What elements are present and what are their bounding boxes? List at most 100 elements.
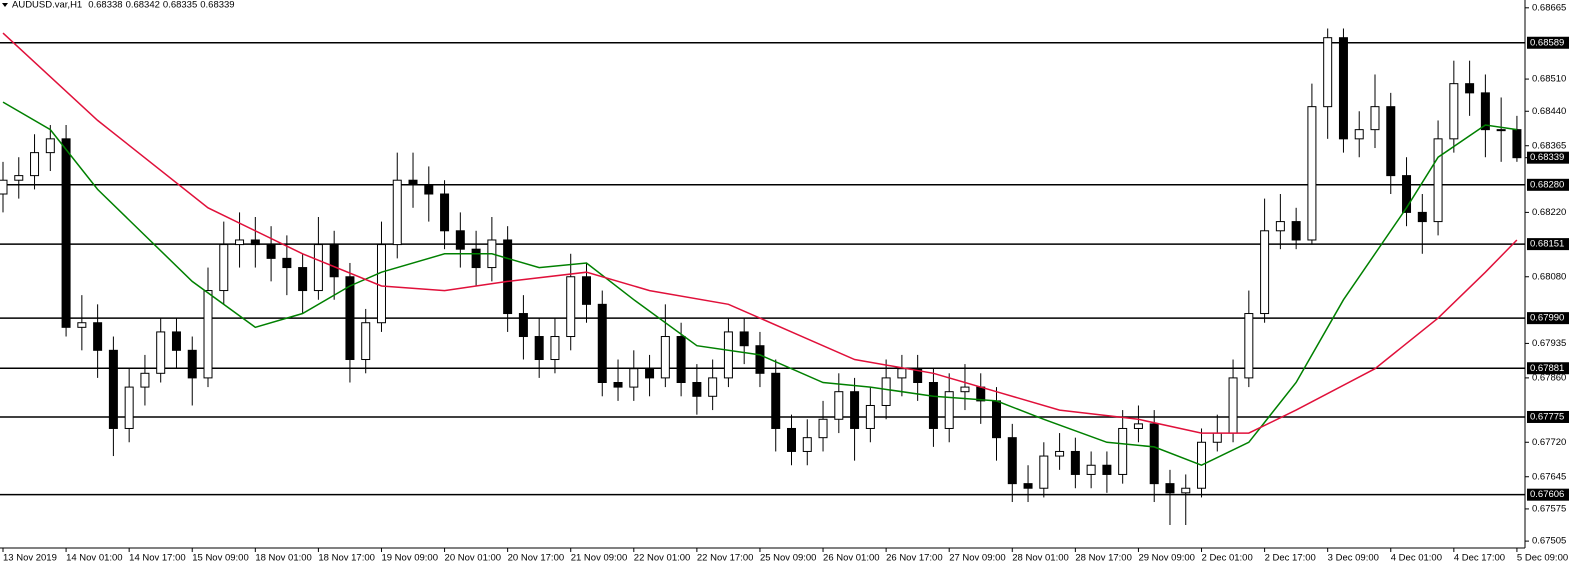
candle-body <box>93 322 103 351</box>
x-tick-label: 5 Dec 09:00 <box>1517 553 1568 564</box>
candle-body <box>250 239 260 246</box>
candle-body <box>1055 450 1065 457</box>
candle-body <box>692 381 702 397</box>
candle-body <box>1370 106 1380 131</box>
candle-body <box>1433 138 1443 223</box>
candle-body <box>424 184 434 195</box>
candle-body <box>834 391 844 420</box>
candle-body <box>960 386 970 393</box>
candle-body <box>298 267 308 292</box>
candle-body <box>0 179 8 195</box>
x-tick-label: 4 Dec 01:00 <box>1391 553 1442 564</box>
candle-body <box>440 193 450 232</box>
candle-body <box>1496 129 1506 132</box>
candle-body <box>45 138 55 154</box>
candle-body <box>1039 455 1049 489</box>
candle-body <box>1449 83 1459 140</box>
candle-body <box>676 336 686 383</box>
candle-body <box>1149 423 1159 485</box>
x-tick-label: 25 Nov 09:00 <box>760 553 817 564</box>
candle-body <box>928 381 938 429</box>
candle-body <box>219 244 229 292</box>
candle-body <box>140 372 150 388</box>
candle-body <box>30 152 40 177</box>
y-tick-label: 0.68220 <box>1532 207 1566 218</box>
moving-average <box>2 32 1518 434</box>
candle-body <box>708 377 718 397</box>
candle-body <box>1307 106 1317 241</box>
candle-body <box>1323 37 1333 108</box>
x-tick-label: 26 Nov 01:00 <box>823 553 880 564</box>
moving-average <box>2 101 1518 467</box>
y-tick-label: 0.67720 <box>1532 437 1566 448</box>
candle-body <box>77 322 87 328</box>
candle-body <box>1512 129 1522 159</box>
level-box <box>1527 36 1569 49</box>
candle-body <box>645 368 655 379</box>
candle-body <box>897 368 907 379</box>
candle-body <box>755 345 765 374</box>
candle-body <box>723 331 733 379</box>
quote-value: 0.68335 <box>163 0 197 11</box>
x-tick-label: 13 Nov 2019 <box>3 553 57 564</box>
candle-body <box>1386 106 1396 177</box>
candle-body <box>108 349 118 429</box>
candle-body <box>1102 464 1112 475</box>
level-label: 0.67990 <box>1530 313 1564 324</box>
candle-body <box>329 244 339 278</box>
candle-body <box>282 257 292 269</box>
candle-body <box>1165 483 1175 494</box>
chart-title: AUDUSD.var,H1 <box>12 0 82 11</box>
x-tick-label: 18 Nov 01:00 <box>255 553 312 564</box>
x-tick-label: 29 Nov 09:00 <box>1138 553 1195 564</box>
candle-body <box>1275 221 1285 232</box>
candle-body <box>660 336 670 379</box>
y-tick-label: 0.68365 <box>1532 140 1566 151</box>
x-tick-label: 22 Nov 01:00 <box>634 553 691 564</box>
candle-body <box>345 276 355 361</box>
candle-body <box>1354 129 1364 140</box>
candle-body <box>14 175 24 181</box>
level-label: 0.68280 <box>1530 179 1564 190</box>
candle-body <box>1070 450 1080 475</box>
candle-body <box>944 391 954 429</box>
level-label: 0.67881 <box>1530 363 1564 374</box>
x-tick-label: 22 Nov 17:00 <box>697 553 754 564</box>
x-tick-label: 2 Dec 01:00 <box>1202 553 1253 564</box>
y-tick-label: 0.68080 <box>1532 271 1566 282</box>
candle-body <box>1244 313 1254 379</box>
candle-body <box>913 368 923 383</box>
x-tick-label: 20 Nov 01:00 <box>445 553 502 564</box>
candle-body <box>566 276 576 338</box>
x-tick-label: 14 Nov 17:00 <box>129 553 186 564</box>
y-tick-label: 0.67645 <box>1532 471 1566 482</box>
candle-body <box>739 331 749 347</box>
candle-body <box>865 404 875 429</box>
candle-body <box>1417 211 1427 223</box>
level-box <box>1527 488 1569 501</box>
candle-body <box>1260 230 1270 315</box>
candle-body <box>597 303 607 383</box>
candle-body <box>313 244 323 292</box>
x-tick-label: 15 Nov 09:00 <box>192 553 249 564</box>
x-tick-label: 18 Nov 17:00 <box>318 553 375 564</box>
candle-body <box>613 381 623 388</box>
candle-body <box>1181 487 1191 494</box>
candle-body <box>1338 37 1348 140</box>
candle-body <box>1402 175 1412 213</box>
collapse-icon[interactable] <box>2 3 8 7</box>
current-price-label: 0.68339 <box>1530 152 1564 163</box>
quote-value: 0.68338 <box>88 0 122 11</box>
x-tick-label: 28 Nov 17:00 <box>1075 553 1132 564</box>
y-tick-label: 0.67505 <box>1532 536 1566 547</box>
x-tick-label: 20 Nov 17:00 <box>508 553 565 564</box>
candle-body <box>503 239 513 315</box>
candle-body <box>471 248 481 269</box>
candle-body <box>1118 427 1128 475</box>
candle-body <box>1086 464 1096 475</box>
candle-body <box>124 386 134 429</box>
candle-body <box>550 336 560 361</box>
candle-body <box>376 244 386 324</box>
